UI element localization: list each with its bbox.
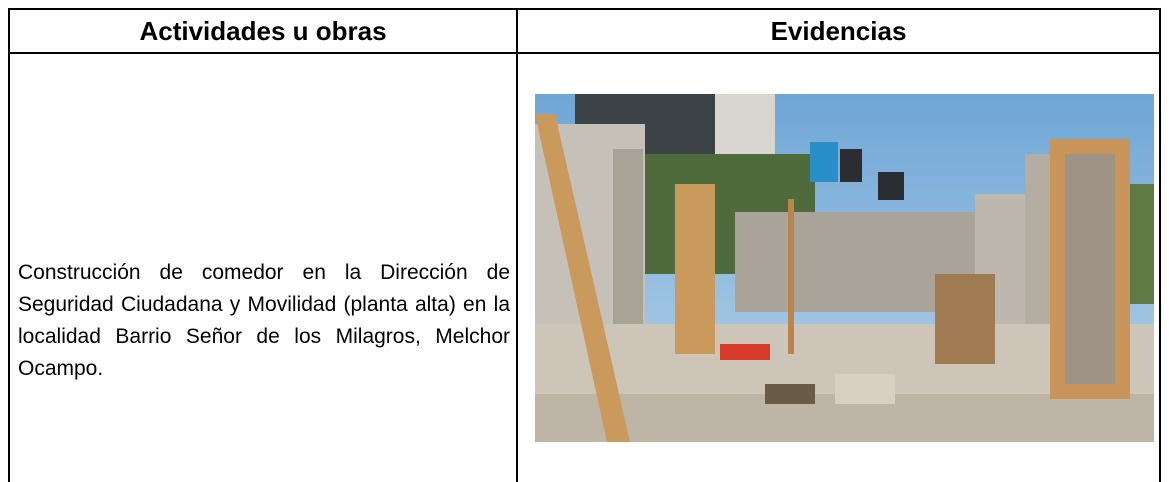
column-header: Actividades u obras <box>139 15 387 46</box>
column-header: Evidencias <box>770 15 907 46</box>
activity-description: Construcción de comedor en la Dirección … <box>18 261 510 380</box>
table-border <box>8 8 10 482</box>
evidence-photo <box>535 94 1154 442</box>
table-border <box>8 52 1161 54</box>
table-border <box>1159 8 1161 482</box>
table-border <box>8 8 1161 10</box>
table-border <box>516 8 518 482</box>
